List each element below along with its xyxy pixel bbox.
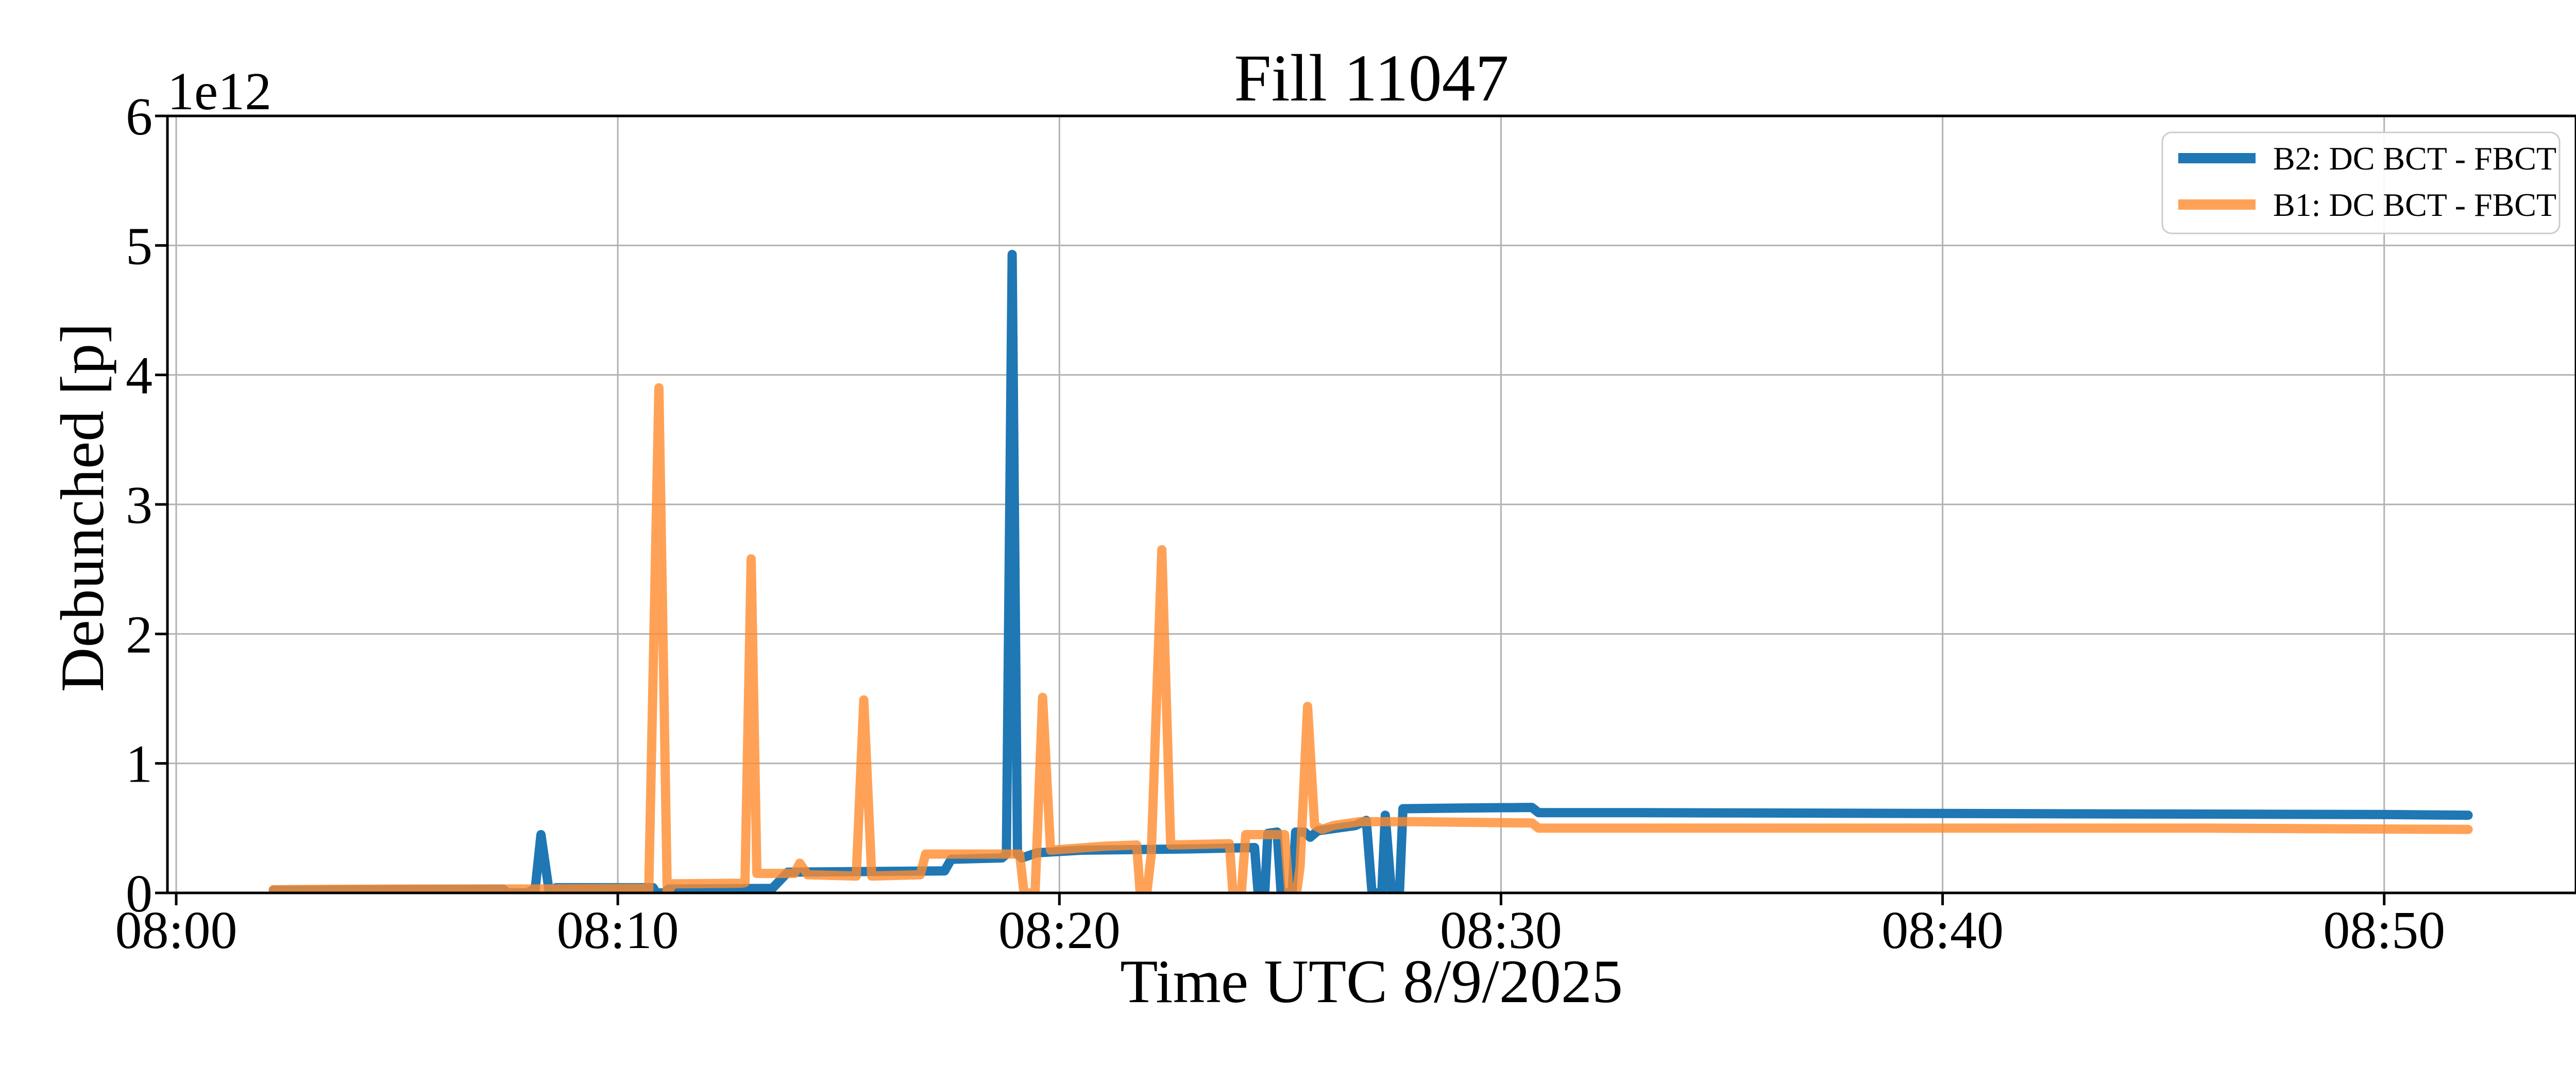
x-tick-label: 08:40 — [1882, 901, 2004, 960]
x-tick-label: 08:10 — [557, 901, 679, 960]
y-tick-label: 2 — [126, 605, 152, 664]
legend: B2: DC BCT - FBCT B1: DC BCT - FBCT — [2161, 131, 2561, 234]
series-line-b1 — [268, 383, 2473, 893]
legend-box — [2161, 131, 2561, 234]
y-tick-label: 5 — [126, 216, 152, 276]
x-tick-label: 08:50 — [2323, 901, 2445, 960]
y-tick-label: 4 — [126, 346, 152, 405]
chart-title: Fill 11047 — [1234, 41, 1509, 115]
x-axis-label: Time UTC 8/9/2025 — [1120, 947, 1623, 1016]
y-tick-label: 3 — [126, 476, 152, 535]
y-axis-offset-text: 1e12 — [167, 62, 272, 121]
legend-label-b1: B1: DC BCT - FBCT — [2273, 187, 2556, 223]
legend-label-b2: B2: DC BCT - FBCT — [2273, 140, 2556, 177]
x-tick-label: 08:00 — [115, 901, 238, 960]
data-series-layer — [268, 249, 2473, 893]
x-tick-label: 08:30 — [1440, 901, 1562, 960]
x-tick-label: 08:20 — [998, 901, 1121, 960]
y-tick-label: 1 — [126, 735, 152, 794]
axis-ticks: 08:00 08:10 08:20 08:30 08:40 08:50 0 1 2 3 4 5 6 — [115, 87, 2446, 960]
y-axis-label: Debunched [p] — [48, 323, 116, 692]
y-tick-label: 0 — [126, 864, 152, 923]
y-tick-label: 6 — [126, 87, 152, 146]
